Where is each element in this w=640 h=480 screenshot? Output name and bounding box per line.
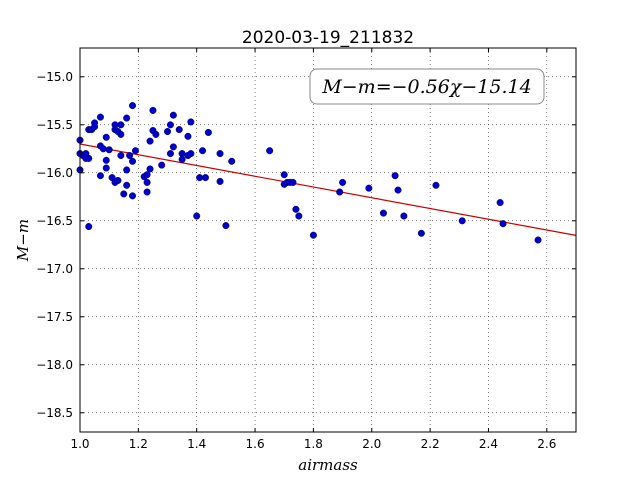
data-point bbox=[143, 188, 151, 196]
data-point bbox=[102, 156, 110, 164]
data-point bbox=[143, 178, 151, 186]
data-point bbox=[169, 143, 177, 151]
y-tick-label: −18.0 bbox=[36, 358, 73, 372]
data-point bbox=[280, 171, 288, 179]
data-point bbox=[400, 212, 408, 220]
data-point bbox=[117, 152, 125, 160]
data-point bbox=[216, 150, 224, 158]
data-point bbox=[166, 150, 174, 158]
data-point bbox=[178, 155, 186, 163]
fit-equation-text: M−m=−0.56χ−15.14 bbox=[321, 76, 531, 98]
data-point bbox=[129, 157, 137, 165]
data-point bbox=[292, 205, 300, 213]
data-point bbox=[534, 236, 542, 244]
data-point bbox=[117, 121, 125, 129]
x-tick-label: 2.6 bbox=[537, 437, 556, 451]
data-point bbox=[129, 192, 137, 200]
data-point bbox=[114, 176, 122, 184]
data-point bbox=[164, 128, 172, 136]
fit-line-layer bbox=[79, 143, 577, 236]
data-point bbox=[99, 145, 107, 153]
y-tick-label: −16.0 bbox=[36, 166, 73, 180]
data-point bbox=[499, 220, 507, 228]
data-point bbox=[123, 166, 131, 174]
data-point bbox=[102, 133, 110, 141]
data-point bbox=[146, 165, 154, 173]
y-tick-label: −17.0 bbox=[36, 262, 73, 276]
y-tick-label: −15.5 bbox=[36, 118, 73, 132]
data-point bbox=[199, 147, 207, 155]
y-axis-label: M−m bbox=[14, 219, 32, 262]
data-point bbox=[175, 126, 183, 134]
data-point bbox=[394, 186, 402, 194]
data-point bbox=[187, 150, 195, 158]
data-point bbox=[85, 223, 93, 231]
data-point bbox=[417, 229, 425, 237]
data-point bbox=[289, 178, 297, 186]
data-point bbox=[169, 111, 177, 119]
data-point bbox=[201, 174, 209, 182]
data-point bbox=[152, 130, 160, 138]
data-point bbox=[336, 188, 344, 196]
data-point bbox=[131, 147, 139, 155]
data-point bbox=[120, 190, 128, 198]
y-tick-label: −17.5 bbox=[36, 310, 73, 324]
x-tick-label: 1.8 bbox=[304, 437, 323, 451]
x-axis-ticks: 1.0 1.2 1.4 1.6 1.8 2.0 2.2 2.4 2.6 bbox=[70, 48, 556, 451]
data-point bbox=[143, 171, 151, 179]
data-point bbox=[91, 123, 99, 131]
data-point bbox=[309, 231, 317, 239]
data-point bbox=[295, 212, 303, 220]
y-tick-label: −16.5 bbox=[36, 214, 73, 228]
data-point bbox=[126, 152, 134, 160]
data-point bbox=[123, 114, 131, 122]
data-point bbox=[123, 181, 131, 189]
data-point bbox=[85, 154, 93, 162]
y-tick-label: −18.5 bbox=[36, 406, 73, 420]
data-point bbox=[365, 184, 373, 192]
data-point bbox=[228, 157, 236, 165]
data-point bbox=[129, 102, 137, 110]
data-point bbox=[204, 128, 212, 136]
fit-equation-box: M−m=−0.56χ−15.14 bbox=[309, 68, 545, 105]
y-tick-label: −15.0 bbox=[36, 70, 73, 84]
data-points bbox=[76, 102, 542, 244]
x-tick-label: 1.4 bbox=[187, 437, 206, 451]
data-point bbox=[216, 177, 224, 185]
y-axis-ticks: −15.0 −15.5 −16.0 −16.5 −17.0 −17.5 −18.0 −18.5 bbox=[36, 70, 576, 420]
data-point bbox=[166, 121, 174, 129]
data-point bbox=[196, 174, 204, 182]
data-point bbox=[391, 172, 399, 180]
data-point bbox=[105, 146, 113, 154]
x-tick-label: 1.0 bbox=[70, 437, 89, 451]
data-point bbox=[339, 178, 347, 186]
data-point bbox=[432, 181, 440, 189]
data-point bbox=[379, 209, 387, 217]
data-point bbox=[149, 106, 157, 114]
data-point bbox=[96, 113, 104, 121]
data-point bbox=[458, 217, 466, 225]
data-point bbox=[184, 132, 192, 140]
fit-line bbox=[79, 143, 577, 236]
data-point bbox=[266, 147, 274, 155]
data-point bbox=[96, 172, 104, 180]
data-point bbox=[496, 199, 504, 207]
data-point bbox=[146, 137, 154, 145]
plot-area-frame bbox=[79, 47, 577, 433]
data-point bbox=[102, 164, 110, 172]
data-point bbox=[158, 161, 166, 169]
x-tick-label: 2.2 bbox=[421, 437, 440, 451]
x-tick-label: 2.4 bbox=[479, 437, 498, 451]
data-point bbox=[222, 222, 230, 230]
chart-title: 2020-03-19_211832 bbox=[242, 28, 414, 48]
x-axis-label: airmass bbox=[298, 456, 358, 474]
x-tick-label: 1.6 bbox=[246, 437, 265, 451]
data-point bbox=[187, 118, 195, 126]
data-point bbox=[193, 212, 201, 220]
data-point bbox=[117, 130, 125, 138]
x-tick-label: 1.2 bbox=[129, 437, 148, 451]
x-tick-label: 2.0 bbox=[362, 437, 381, 451]
fit-equation-frame bbox=[309, 68, 545, 105]
